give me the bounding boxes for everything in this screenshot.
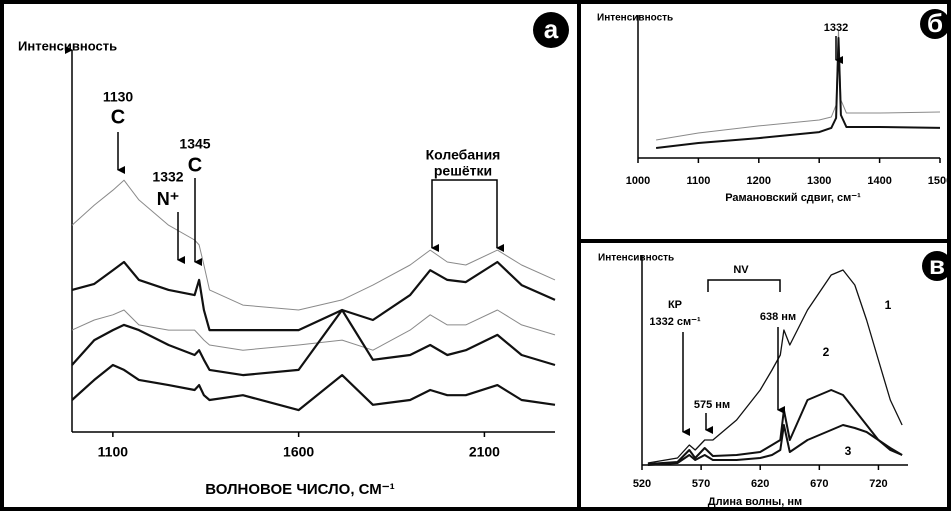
annotation: 1332 [824,22,848,34]
y-axis-label: Интенсивность [597,13,673,24]
annotation: NV [733,264,749,276]
x-axis-label: ВОЛНОВОЕ ЧИСЛО, СМ⁻¹ [205,481,394,498]
x-tick-label: 1600 [283,444,314,460]
bracket [707,279,781,292]
x-tick-label: 670 [810,478,828,490]
line-series [656,29,941,141]
x-tick-label: 520 [633,478,651,490]
series-label: 1 [885,298,892,312]
x-tick-label: 570 [692,478,710,490]
annotation: 638 нм [760,311,796,323]
line-series [71,363,556,412]
line-series [71,260,556,332]
series-label: 3 [845,444,852,458]
annotation: N⁺ [157,189,180,209]
annotation: 1130 [103,89,134,105]
x-tick-label: 2100 [469,444,500,460]
x-tick-label: 620 [751,478,769,490]
x-tick-label: 1100 [686,175,710,187]
line-series [71,308,556,377]
x-tick-label: 720 [869,478,887,490]
panel-label: в [929,250,945,280]
line-series [647,389,903,465]
annotation: 1345 [179,136,210,152]
x-tick-label: 1400 [867,175,891,187]
line-series [647,269,903,464]
y-axis-label: Интенсивность [598,253,674,264]
series-label: 2 [823,345,830,359]
annotation: 1332 см⁻¹ [649,316,701,328]
annotation: КР [668,299,682,311]
annotation: C [188,154,202,176]
annotation: 575 нм [694,399,730,411]
x-tick-label: 1200 [747,175,771,187]
panel-badge [920,9,950,39]
bracket [431,179,498,190]
y-axis-label: Интенсивность [18,38,117,53]
x-tick-label: 1500 [928,175,951,187]
line-series [71,309,556,351]
annotation: C [111,106,125,128]
x-axis-label: Длина волны, нм [708,496,802,508]
annotation: Колебания [426,147,501,163]
x-axis-label: Рамановский сдвиг, см⁻¹ [725,192,861,204]
panel-label: б [927,8,943,38]
line-series [655,37,941,149]
panel-badge [533,12,569,48]
x-tick-label: 1000 [626,175,650,187]
x-tick-label: 1100 [98,444,129,460]
line-series [647,424,903,466]
panel-label: а [544,14,559,44]
x-tick-label: 1300 [807,175,831,187]
line-series [71,179,556,311]
panel-badge [922,251,951,281]
annotation: 1332 [152,169,183,185]
annotation: решётки [434,163,492,179]
